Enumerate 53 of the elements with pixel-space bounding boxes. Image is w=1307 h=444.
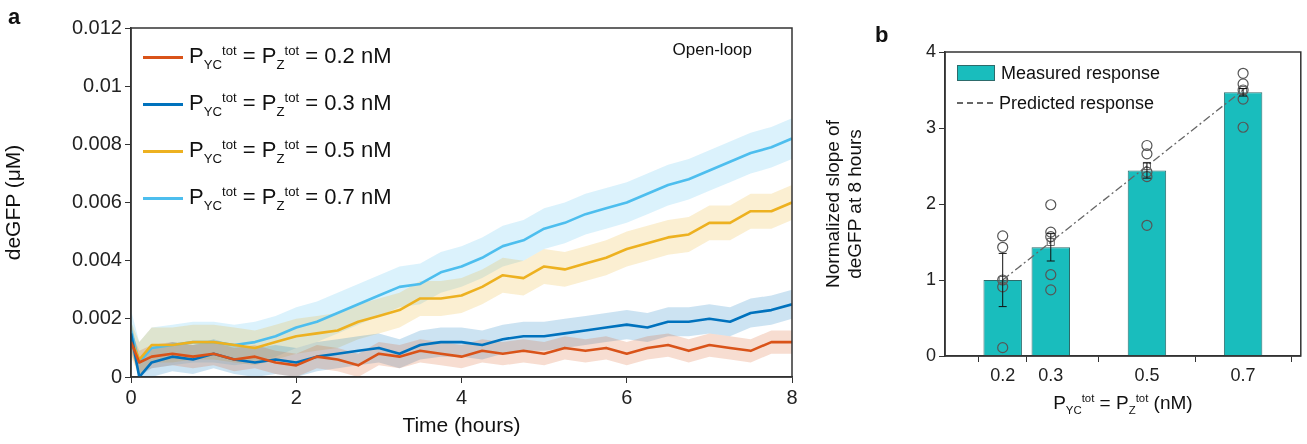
y-tick-label: 0.012 (71, 15, 122, 38)
point (1046, 237, 1055, 247)
y-tick-label: 1 (925, 268, 936, 289)
y-tick-label: 2 (925, 192, 936, 213)
x-tick-label: 0.5 (1134, 364, 1160, 385)
chart-title: b (875, 22, 889, 48)
point (997, 342, 1009, 354)
point (1141, 171, 1153, 183)
point (1141, 166, 1153, 178)
point (1045, 269, 1057, 281)
chart-title: a (8, 4, 21, 30)
point (1045, 226, 1057, 238)
legend-label: P$_{YC}$$^{tot}$ = P$_{Z}$$^{tot}$ = 0.5 nM (189, 137, 392, 166)
x-tick-label: 8 (786, 385, 798, 408)
point (997, 230, 1009, 242)
point (997, 281, 1009, 293)
point (1141, 148, 1153, 160)
x-tick-label: 0.2 (990, 364, 1016, 385)
x-tick-label: 0 (125, 385, 137, 408)
point (1045, 231, 1057, 243)
point (1141, 219, 1153, 231)
point (1237, 93, 1249, 105)
annotation: Open-loop (672, 40, 752, 60)
legend-label: P$_{YC}$$^{tot}$ = P$_{Z}$$^{tot}$ = 0.7 nM (189, 184, 392, 213)
point (1045, 284, 1057, 296)
x-tick-label: 0.7 (1230, 364, 1256, 385)
y-tick-label: 3 (925, 116, 936, 137)
point (1237, 67, 1249, 79)
legend-label: P$_{YC}$$^{tot}$ = P$_{Z}$$^{tot}$ = 0.2 nM (189, 43, 392, 72)
point (997, 241, 1009, 253)
legend-label: P$_{YC}$$^{tot}$ = P$_{Z}$$^{tot}$ = 0.3 nM (189, 90, 392, 119)
point (1141, 139, 1153, 152)
y-tick-label: 0.004 (71, 248, 122, 271)
y-tick-label: 0.006 (71, 190, 122, 213)
y-tick-label: 0.008 (71, 131, 122, 154)
x-tick-label: 4 (455, 385, 468, 408)
x-axis-title: P$_{YC}$$^{tot}$ = P$_{Z}$$^{tot}$ (nM) (1052, 392, 1194, 417)
y-tick-label: 4 (925, 40, 936, 61)
x-axis-title: Time (hours) (401, 413, 522, 437)
x-tick-label: 0.3 (1038, 364, 1064, 385)
x-tick-label: 6 (621, 385, 633, 408)
legend-label: Predicted response (999, 92, 1155, 114)
point (1237, 121, 1249, 133)
y-tick-label: 0.002 (71, 306, 122, 329)
point (1045, 199, 1057, 211)
point (1142, 161, 1151, 171)
y-tick-label: 0.01 (83, 73, 122, 96)
y-tick-label: 0 (925, 344, 936, 365)
y-axis-title: Normalized slope of deGFP at 8 hours (821, 119, 866, 288)
y-axis-title: deGFP (μM) (1, 144, 25, 261)
point (1237, 78, 1249, 90)
x-tick-label: 2 (290, 385, 302, 408)
legend-label: Measured response (1001, 62, 1161, 84)
